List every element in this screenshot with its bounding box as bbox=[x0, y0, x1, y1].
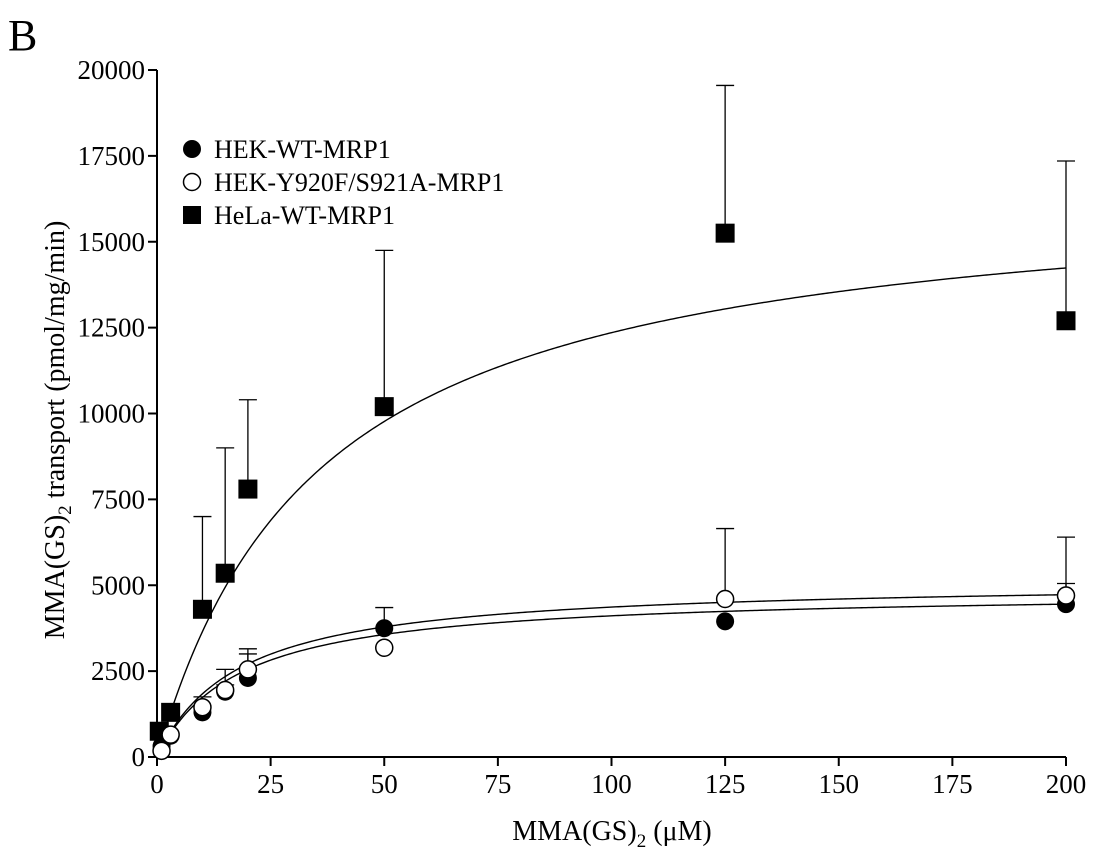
y-tick-label: 0 bbox=[132, 742, 146, 772]
x-axis-title-unit: (μM) bbox=[646, 816, 712, 847]
x-tick-label: 50 bbox=[371, 769, 398, 799]
data-point-hela-wt bbox=[1056, 311, 1076, 331]
data-point-hek-mutant bbox=[193, 697, 212, 717]
x-tick-label: 100 bbox=[591, 769, 632, 799]
y-tick-label: 12500 bbox=[78, 313, 146, 343]
fit-curve-0 bbox=[156, 603, 1067, 758]
legend-marker-hela-wt bbox=[183, 206, 201, 224]
legend-label-hela-wt: HeLa-WT-MRP1 bbox=[214, 201, 395, 230]
y-tick-label: 17500 bbox=[78, 141, 146, 171]
data-point-hek-mutant bbox=[375, 638, 394, 658]
data-point-hek-mutant bbox=[215, 680, 235, 700]
x-axis-title: MMA(GS)2 (μM) bbox=[512, 816, 712, 852]
data-point-hela-wt bbox=[192, 599, 212, 619]
y-tick-label: 7500 bbox=[91, 484, 145, 514]
data-point-hek-mutant bbox=[1056, 586, 1076, 605]
y-axis-title-subscript: 2 bbox=[55, 505, 76, 515]
y-axis-title-main: MMA(GS) bbox=[40, 515, 71, 639]
legend-label-hek-wt: HEK-WT-MRP1 bbox=[214, 135, 391, 164]
panel-label: B bbox=[8, 11, 37, 60]
x-tick-label: 175 bbox=[932, 769, 973, 799]
x-tick-label: 75 bbox=[484, 769, 511, 799]
data-point-hek-mutant bbox=[715, 589, 735, 609]
y-tick-label: 5000 bbox=[91, 570, 145, 600]
legend-label-hek-mutant: HEK-Y920F/S921A-MRP1 bbox=[214, 168, 504, 197]
x-axis-title-main: MMA(GS) bbox=[512, 816, 636, 847]
data-point-hela-wt bbox=[215, 563, 235, 583]
data-point-hek-mutant bbox=[238, 660, 258, 679]
y-tick-label: 20000 bbox=[78, 55, 146, 85]
data-point-hela-wt bbox=[715, 223, 735, 243]
data-point-hek-mutant bbox=[152, 741, 171, 761]
data-point-hek-wt bbox=[716, 612, 735, 631]
legend-marker-hek-wt bbox=[183, 140, 201, 158]
y-tick-label: 15000 bbox=[78, 227, 146, 257]
x-axis-title-subscript: 2 bbox=[637, 831, 647, 852]
data-point-hek-wt bbox=[375, 619, 394, 638]
y-axis-ticks: 0 2500 5000 7500 10000 12500 15000 17500 20000 bbox=[78, 55, 157, 772]
data-point-hela-wt bbox=[238, 479, 258, 499]
x-tick-label: 150 bbox=[819, 769, 860, 799]
legend-marker-hek-mutant bbox=[182, 172, 202, 192]
x-tick-label: 25 bbox=[257, 769, 284, 799]
x-tick-label: 0 bbox=[150, 769, 164, 799]
fit-curve-1 bbox=[156, 594, 1067, 758]
data-point-hela-wt bbox=[374, 397, 394, 417]
x-tick-label: 200 bbox=[1046, 769, 1087, 799]
y-tick-label: 10000 bbox=[78, 399, 146, 429]
y-axis-title-rest: transport (pmol/mg/min) bbox=[40, 221, 71, 506]
y-axis-title: MMA(GS)2 transport (pmol/mg/min) bbox=[40, 221, 76, 640]
x-tick-label: 125 bbox=[705, 769, 746, 799]
x-axis-ticks: 0 25 50 75 100 125 150 175 200 bbox=[150, 757, 1086, 799]
y-tick-label: 2500 bbox=[91, 656, 145, 686]
data-markers bbox=[149, 223, 1076, 761]
data-point-hek-mutant bbox=[161, 725, 180, 744]
fit-curves bbox=[156, 267, 1067, 758]
legend: HEK-WT-MRP1 HEK-Y920F/S921A-MRP1 HeLa-WT… bbox=[182, 135, 504, 230]
data-point-hela-wt bbox=[161, 702, 181, 722]
fit-curve-2 bbox=[156, 267, 1067, 758]
